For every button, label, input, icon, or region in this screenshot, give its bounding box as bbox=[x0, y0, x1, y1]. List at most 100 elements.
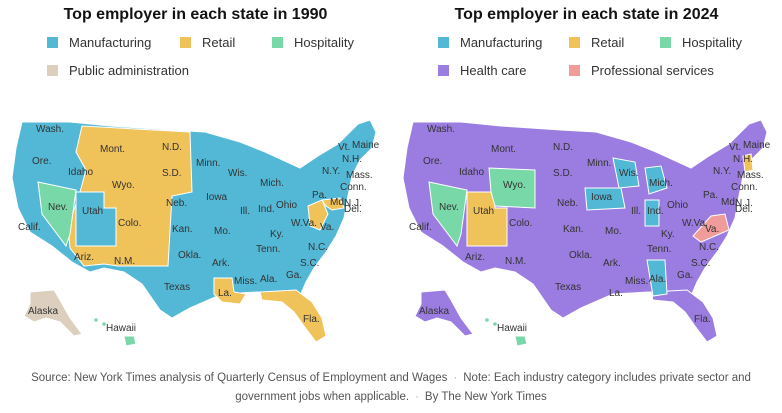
state-label-md: Md. bbox=[330, 197, 347, 208]
state-label-nh: N.H. bbox=[733, 154, 753, 165]
state-label: Ark. bbox=[603, 258, 621, 269]
state-label: Fla. bbox=[694, 314, 711, 325]
state-label: Ky. bbox=[661, 229, 675, 240]
state-label: Mo. bbox=[605, 226, 622, 237]
state-label-nm: N.M. bbox=[114, 256, 135, 267]
state-label: Neb. bbox=[557, 198, 578, 209]
state-label: Maine bbox=[743, 140, 771, 151]
state-label: Idaho bbox=[459, 167, 484, 178]
state-label-idaho: Idaho bbox=[68, 167, 93, 178]
map-1990-region-alaska bbox=[23, 289, 83, 337]
state-label: N.J. bbox=[735, 198, 753, 209]
state-label: Mass. bbox=[346, 170, 373, 181]
map-2024-region-alaska bbox=[414, 289, 474, 337]
state-label: Okla. bbox=[178, 250, 201, 261]
state-label: N.J. bbox=[344, 198, 362, 209]
legend-item-public-administration: Public administration bbox=[47, 63, 189, 78]
state-label-iowa: Iowa bbox=[591, 192, 613, 203]
hawaii-island-dot bbox=[102, 322, 106, 326]
legend-swatch-retail bbox=[569, 37, 580, 48]
state-label-nev: Nev. bbox=[439, 202, 459, 213]
state-label: N.M. bbox=[505, 256, 526, 267]
state-label: N.Y. bbox=[322, 166, 340, 177]
state-label: Pa. bbox=[312, 190, 327, 201]
legend-swatch-health-care bbox=[438, 65, 449, 76]
state-label: Ill. bbox=[240, 206, 250, 217]
state-label: Mo. bbox=[214, 226, 231, 237]
state-label: Ga. bbox=[677, 270, 693, 281]
legend-1990: Manufacturing Retail Hospitality Public … bbox=[0, 32, 391, 88]
state-label-alaska: Alaska bbox=[28, 306, 58, 317]
legend-item-professional-services: Professional services bbox=[569, 63, 714, 78]
state-label: Pa. bbox=[703, 190, 718, 201]
state-label-utah: Utah bbox=[473, 206, 494, 217]
state-label-hawaii: Hawaii bbox=[497, 323, 527, 334]
footer-source-note: Source: New York Times analysis of Quart… bbox=[31, 372, 751, 403]
state-label-wva: W.Va. bbox=[291, 218, 317, 229]
state-label: N.H. bbox=[342, 154, 362, 165]
map-panel-2024: Top employer in each state in 2024 Manuf… bbox=[391, 0, 782, 355]
legend-swatch-manufacturing bbox=[438, 37, 449, 48]
map-2024-region-new-hampshire bbox=[742, 153, 754, 173]
state-label: Conn. bbox=[340, 182, 367, 193]
state-label: Ill. bbox=[631, 206, 641, 217]
state-label-hawaii: Hawaii bbox=[106, 323, 136, 334]
state-label-ariz: Ariz. bbox=[74, 252, 94, 263]
map-2024-region-hawaii bbox=[514, 335, 528, 347]
hawaii-island-dot bbox=[94, 318, 98, 322]
state-label-wyo: Wyo. bbox=[112, 180, 135, 191]
state-label: Colo. bbox=[509, 218, 532, 229]
state-label: Kan. bbox=[172, 224, 193, 235]
state-label: Texas bbox=[164, 282, 190, 293]
map-title-2024: Top employer in each state in 2024 bbox=[454, 6, 719, 23]
legend-swatch-professional-services bbox=[569, 65, 580, 76]
map-2024-region-wisconsin bbox=[612, 157, 640, 189]
state-label: Vt. bbox=[729, 142, 741, 153]
map-panel-1990: Top employer in each state in 1990 Manuf… bbox=[0, 0, 391, 355]
map-2024-region-michigan bbox=[644, 165, 668, 195]
state-label: Ark. bbox=[212, 258, 230, 269]
legend-item-health-care: Health care bbox=[438, 63, 526, 78]
map-1990-region-nevada bbox=[37, 181, 77, 248]
state-label: Del. bbox=[344, 204, 362, 215]
state-label: Calif. bbox=[18, 222, 41, 233]
legend-swatch-hospitality bbox=[272, 37, 283, 48]
state-label-mich: Mich. bbox=[649, 178, 673, 189]
state-label: Kan. bbox=[563, 224, 584, 235]
state-label-mont: Mont. bbox=[100, 144, 125, 155]
state-label: Mass. bbox=[737, 170, 764, 181]
state-label: Ore. bbox=[32, 156, 51, 167]
state-label-wyo: Wyo. bbox=[503, 180, 526, 191]
legend-swatch-retail bbox=[180, 37, 191, 48]
state-label: Tenn. bbox=[256, 244, 280, 255]
state-label-ind: Ind. bbox=[647, 206, 664, 217]
us-map-2024: Wyo. Nev. Utah Iowa Wis. Mich. Ind. Ala.… bbox=[402, 119, 771, 347]
state-label: N.D. bbox=[553, 142, 573, 153]
state-label-ala: Ala. bbox=[649, 274, 666, 285]
map-1990-region-west-virginia bbox=[307, 199, 329, 231]
state-label-nev: Nev. bbox=[48, 202, 68, 213]
state-label: Ky. bbox=[270, 229, 284, 240]
state-label: Okla. bbox=[569, 250, 592, 261]
map-2024-region-indiana bbox=[644, 199, 660, 227]
state-label: Minn. bbox=[587, 158, 611, 169]
state-label-colo: Colo. bbox=[118, 218, 141, 229]
legend-item-hospitality: Hospitality bbox=[272, 35, 354, 50]
state-label: N.Y. bbox=[713, 166, 731, 177]
state-label: Ohio bbox=[276, 200, 298, 211]
state-label-va: Va. bbox=[705, 224, 719, 235]
state-label: Mich. bbox=[260, 178, 284, 189]
state-label-nd: N.D. bbox=[162, 142, 182, 153]
map-2024-region-florida bbox=[650, 289, 718, 343]
state-label: Mont. bbox=[491, 144, 516, 155]
state-label: Texas bbox=[555, 282, 581, 293]
footer-note: Note: Each industry category includes pr… bbox=[235, 372, 751, 403]
legend-item-manufacturing: Manufacturing bbox=[438, 35, 542, 50]
map-2024-region-wyoming bbox=[488, 167, 536, 209]
hawaii-island-dot bbox=[485, 318, 489, 322]
state-label: Ga. bbox=[286, 270, 302, 281]
state-label: Wash. bbox=[36, 124, 64, 135]
state-label: Va. bbox=[320, 222, 334, 233]
state-label: Ind. bbox=[258, 204, 275, 215]
state-label: W.Va. bbox=[682, 218, 708, 229]
